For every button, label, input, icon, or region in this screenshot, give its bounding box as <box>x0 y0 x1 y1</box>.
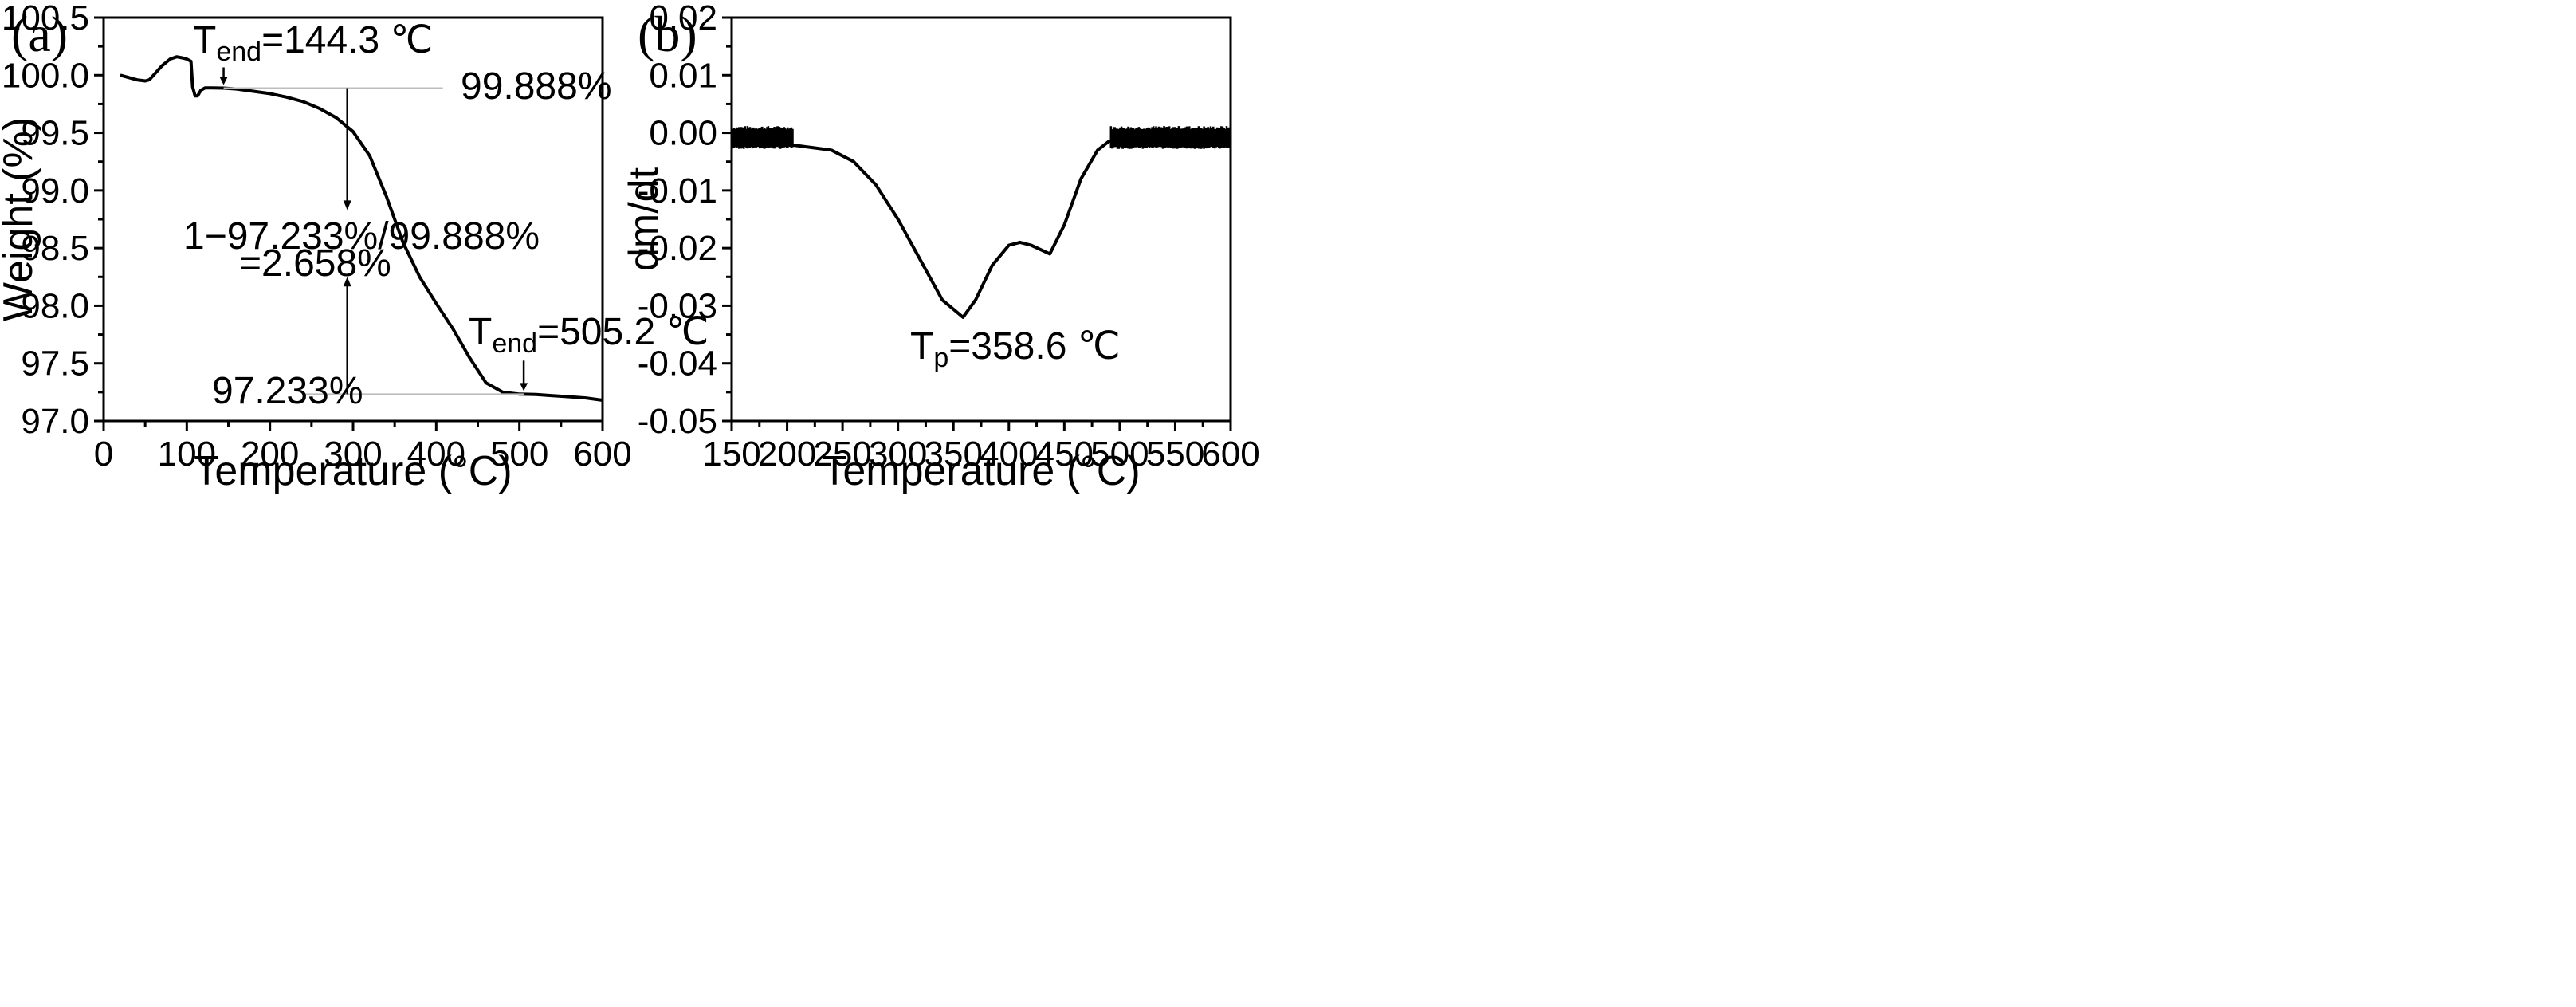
panel-b-x-title: Temperature (°C) <box>822 448 1140 494</box>
annotation-97233: 97.233% <box>212 370 363 412</box>
tend1-marker-head <box>219 77 228 85</box>
annotation-tp: Tp=358.6 ℃ <box>910 325 1121 373</box>
a-y-tick-label: 100.0 <box>2 56 89 95</box>
a-y-tick-label: 97.5 <box>21 344 89 384</box>
b-y-tick-label: -0.05 <box>638 402 717 441</box>
b-x-tick-label: 500 <box>1090 435 1149 474</box>
b-y-tick-label: -0.02 <box>638 229 717 268</box>
tga-curve <box>120 55 603 402</box>
tend2-marker-head <box>520 383 528 391</box>
panel-a-label: (a) <box>11 6 68 62</box>
panel-b-label: (b) <box>638 6 697 62</box>
annotation-tend-505: Tend=505.2 ℃ <box>469 311 709 359</box>
b-x-tick-label: 400 <box>980 435 1038 474</box>
b-y-tick-label: 0.02 <box>649 0 717 37</box>
a-x-tick-label: 400 <box>407 435 465 474</box>
b-x-tick-label: 350 <box>925 435 983 474</box>
a-x-tick-label: 0 <box>94 435 113 474</box>
b-y-tick-label: 0.01 <box>649 56 717 95</box>
panel-b-y-title: dm/dt <box>621 167 667 271</box>
b-y-tick-label: -0.01 <box>638 171 717 210</box>
b-x-tick-label: 550 <box>1146 435 1204 474</box>
annotation-ratio-line1: 1−97.233%/99.888% <box>183 215 540 258</box>
b-x-tick-label: 200 <box>758 435 816 474</box>
a-y-tick-label: 98.0 <box>21 286 89 325</box>
a-y-tick-label: 97.0 <box>21 402 89 441</box>
panel-a-plot-frame <box>102 16 604 423</box>
b-x-tick-label: 150 <box>702 435 760 474</box>
a-y-tick-label: 98.5 <box>21 229 89 268</box>
b-x-tick-label: 300 <box>869 435 927 474</box>
b-x-tick-label: 250 <box>813 435 871 474</box>
a-x-tick-label: 300 <box>324 435 382 474</box>
a-x-tick-label: 600 <box>573 435 631 474</box>
arrow-down-head <box>343 200 351 210</box>
annotation-tend-144: Tend=144.3 ℃ <box>193 19 433 67</box>
a-y-tick-label: 100.5 <box>2 0 89 37</box>
dtg-curve <box>732 136 1231 319</box>
a-x-tick-label: 100 <box>158 435 216 474</box>
panel-b-plot-frame <box>730 16 1232 423</box>
panel-a-ticks: 0 100 200 300 400 500 600 97.0 97.5 98.0 98.5 99.0 9… <box>2 0 632 474</box>
annotation-ratio-line2: =2.658% <box>239 242 391 285</box>
a-x-tick-label: 200 <box>241 435 299 474</box>
annotation-99888: 99.888% <box>461 65 612 108</box>
arrow-up-head <box>343 277 351 287</box>
b-x-tick-label: 600 <box>1201 435 1259 474</box>
panel-a-y-title: Weight (%) <box>0 117 41 321</box>
b-y-tick-label: -0.03 <box>638 286 717 325</box>
b-y-tick-label: -0.04 <box>638 344 717 384</box>
panel-a-tga: (a) 0 100 200 300 400 500 600 97.0 97.5 98.0 98.5 9… <box>0 0 709 494</box>
b-x-tick-label: 450 <box>1035 435 1094 474</box>
panel-a-x-title: Temperature (°C) <box>194 448 512 494</box>
a-x-tick-label: 500 <box>490 435 548 474</box>
a-y-tick-label: 99.0 <box>21 171 89 210</box>
b-y-tick-label: 0.00 <box>649 114 717 153</box>
a-y-tick-label: 99.5 <box>21 114 89 153</box>
